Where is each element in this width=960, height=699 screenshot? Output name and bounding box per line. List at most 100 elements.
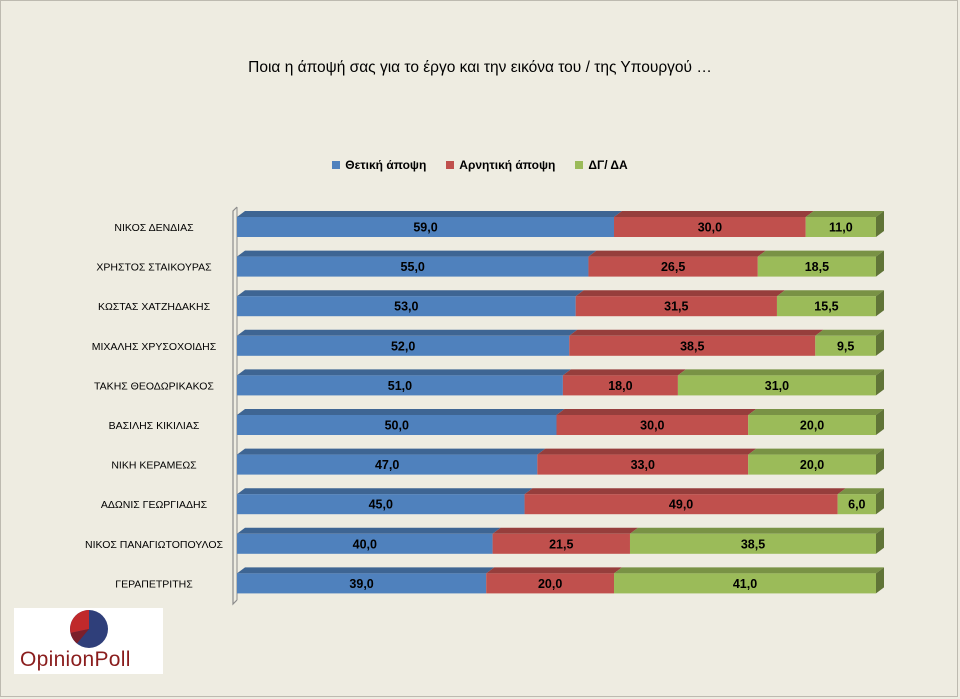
bar-segment (237, 573, 487, 594)
bar-side-face (876, 488, 884, 515)
bar-top-face (556, 409, 757, 415)
bar-side-face (876, 250, 884, 277)
bar-segment (237, 494, 525, 515)
bar-top-face (524, 488, 846, 495)
legend-label-dk-na: ΔΓ/ ΔΑ (588, 158, 628, 172)
data-label: 55,0 (401, 260, 425, 274)
bar-top-face (237, 329, 578, 336)
data-label: 53,0 (394, 300, 418, 314)
bar-side-face (876, 211, 884, 237)
category-label: ΝΙΚΟΣ ΔΕΝΔΙΑΣ (114, 222, 194, 234)
bar-top-face (575, 290, 785, 297)
data-label: 18,5 (805, 260, 829, 274)
bar-segment (614, 573, 876, 594)
bar-segment (237, 335, 570, 356)
legend-label-negative: Αρνητική άποψη (459, 158, 556, 172)
bar-top-face (237, 290, 584, 297)
bar-segment (776, 296, 876, 317)
bar-top-face (776, 290, 884, 297)
bar-segment (524, 494, 838, 515)
data-label: 11,0 (829, 221, 853, 235)
legend-item-negative: Αρνητική άποψη (446, 158, 555, 172)
data-label: 15,5 (814, 300, 838, 314)
bar-top-face (237, 527, 501, 534)
category-label: ΚΩΣΤΑΣ ΧΑΤΖΗΔΑΚΗΣ (98, 301, 211, 313)
data-label: 51,0 (388, 379, 412, 393)
data-label: 30,0 (698, 221, 722, 235)
bar-side-face (876, 527, 884, 554)
bar-segment (492, 533, 630, 554)
category-label: ΝΙΚΟΣ ΠΑΝΑΓΙΩΤΟΠΟΥΛΟΣ (85, 539, 223, 551)
data-label: 6,0 (848, 498, 865, 512)
bar-top-face (614, 211, 814, 217)
category-label: ΧΡΗΣΤΟΣ ΣΤΑΙΚΟΥΡΑΣ (96, 262, 212, 274)
bar-segment (237, 415, 557, 435)
bar-side-face (876, 369, 884, 396)
data-label: 30,0 (640, 419, 664, 433)
bar-segment (237, 375, 563, 396)
bar-segment (486, 573, 615, 594)
bar-segment (757, 256, 876, 277)
bar-top-face (237, 250, 597, 257)
data-label: 40,0 (353, 537, 377, 551)
data-label: 26,5 (661, 260, 685, 274)
category-label: ΑΔΩΝΙΣ ΓΕΩΡΓΙΑΔΗΣ (101, 499, 208, 511)
bar-top-face (805, 211, 884, 217)
data-label: 9,5 (837, 339, 854, 353)
bar-side-face (876, 329, 884, 356)
bar-top-face (677, 369, 884, 376)
category-label: ΤΑΚΗΣ ΘΕΟΔΩΡΙΚΑΚΟΣ (94, 380, 214, 392)
data-label: 47,0 (375, 458, 399, 472)
data-label: 31,5 (664, 300, 688, 314)
bar-segment (562, 375, 678, 396)
bar-segment (805, 217, 876, 237)
bar-segment (575, 296, 777, 317)
data-label: 39,0 (349, 577, 373, 591)
category-label: ΒΑΣΙΛΗΣ ΚΙΚΙΛΙΑΣ (109, 420, 200, 432)
bar-segment (629, 533, 876, 554)
legend-item-dk-na: ΔΓ/ ΔΑ (575, 158, 628, 172)
logo-pie-icon (70, 610, 108, 648)
bar-top-face (237, 488, 533, 495)
bar-segment (237, 454, 538, 475)
bar-top-face (748, 448, 884, 455)
axis-wall (232, 206, 238, 606)
bar-top-face (815, 329, 884, 336)
bar-top-face (237, 369, 571, 376)
data-label: 20,0 (800, 458, 824, 472)
data-label: 20,0 (800, 419, 824, 433)
bar-segment (748, 415, 876, 435)
bar-side-face (876, 567, 884, 594)
legend-item-positive: Θετική άποψη (332, 158, 426, 172)
bar-top-face (837, 488, 884, 495)
data-label: 38,5 (680, 339, 704, 353)
bar-segment (614, 217, 806, 237)
bar-top-face (492, 527, 638, 534)
bar-segment (569, 335, 816, 356)
bar-segment (237, 296, 576, 317)
category-label: ΝΙΚΗ ΚΕΡΑΜΕΩΣ (111, 460, 197, 472)
category-label: ΜΙΧΑΛΗΣ ΧΡΥΣΟΧΟΙΔΗΣ (92, 341, 217, 353)
bar-top-face (562, 369, 686, 376)
bar-segment (537, 454, 749, 475)
category-label: ΓΕΡΑΠΕΤΡΙΤΗΣ (115, 578, 193, 590)
legend-swatch-positive (332, 161, 341, 169)
bar-top-face (614, 567, 884, 574)
bar-top-face (237, 409, 565, 415)
bar-segment (237, 533, 493, 554)
legend-swatch-negative (446, 161, 455, 169)
logo-text: OpinionPoll (20, 648, 131, 671)
bar-side-face (876, 448, 884, 475)
bar-top-face (237, 448, 546, 455)
bar-top-face (588, 250, 766, 257)
bar-segment (837, 494, 876, 515)
data-label: 18,0 (608, 379, 632, 393)
bar-top-face (537, 448, 757, 455)
bar-segment (237, 256, 589, 277)
chart-title: Ποια η άποψή σας για το έργο και την εικ… (248, 59, 712, 76)
bar-segment (556, 415, 749, 435)
bar-segment (748, 454, 876, 475)
data-label: 41,0 (733, 577, 757, 591)
